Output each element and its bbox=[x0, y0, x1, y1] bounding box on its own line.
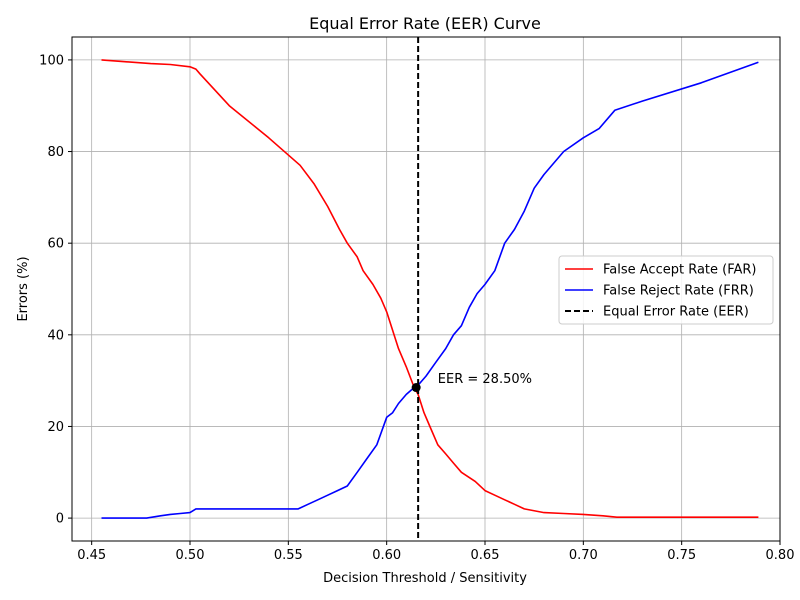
y-tick-label: 100 bbox=[39, 53, 64, 68]
x-tick-label: 0.45 bbox=[77, 548, 106, 563]
y-axis-label: Errors (%) bbox=[16, 256, 31, 321]
series-layer bbox=[101, 37, 759, 541]
y-tick-label: 80 bbox=[47, 145, 64, 160]
legend-entry: False Reject Rate (FRR) bbox=[603, 284, 754, 299]
y-tick-label: 20 bbox=[47, 420, 64, 435]
frr-series-line bbox=[101, 61, 759, 519]
legend-box bbox=[558, 255, 774, 325]
x-tick-label: 0.55 bbox=[274, 548, 303, 563]
legend-entry: False Accept Rate (FAR) bbox=[603, 263, 757, 278]
plot-frame bbox=[71, 36, 781, 542]
x-axis: 0.45 0.50 0.55 0.60 0.65 0.70 0.75 0.80 bbox=[77, 541, 794, 563]
x-axis-label: Decision Threshold / Sensitivity bbox=[323, 571, 527, 586]
legend-entry: Equal Error Rate (EER) bbox=[603, 305, 749, 320]
x-tick-label: 0.50 bbox=[176, 548, 205, 563]
y-axis: 0 20 40 60 80 100 bbox=[39, 53, 72, 527]
eer-point bbox=[411, 383, 421, 393]
chart-title: Equal Error Rate (EER) Curve bbox=[309, 14, 541, 33]
x-tick-label: 0.75 bbox=[667, 548, 696, 563]
x-tick-label: 0.65 bbox=[471, 548, 500, 563]
y-tick-label: 0 bbox=[56, 512, 64, 527]
x-tick-label: 0.80 bbox=[766, 548, 795, 563]
x-tick-label: 0.70 bbox=[569, 548, 598, 563]
eer-annotation: EER = 28.50% bbox=[438, 372, 532, 387]
x-tick-label: 0.60 bbox=[372, 548, 401, 563]
legend: False Accept Rate (FAR) False Reject Rate… bbox=[558, 255, 774, 325]
y-tick-label: 40 bbox=[47, 328, 64, 343]
y-tick-label: 60 bbox=[47, 237, 64, 252]
